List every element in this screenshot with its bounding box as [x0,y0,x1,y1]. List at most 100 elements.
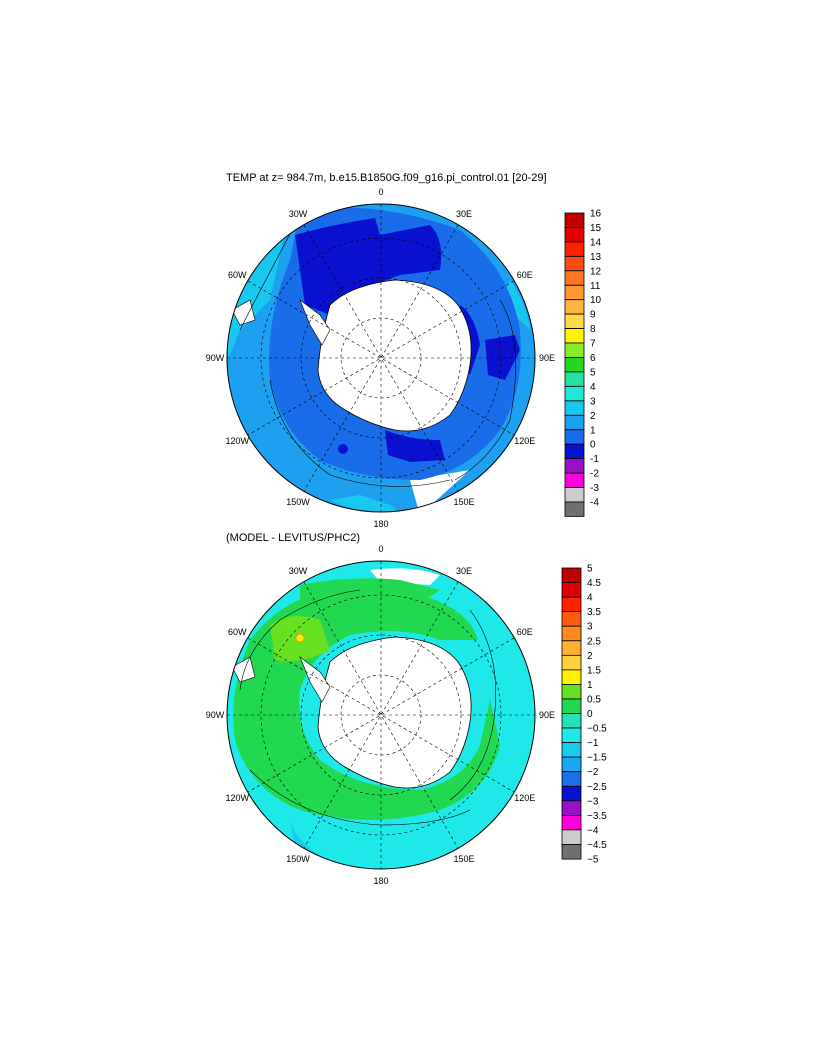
map1-colorbar-swatch [564,299,585,315]
map2-colorbar-label: 1.5 [587,665,601,676]
map1-colorbar-swatch [564,429,585,445]
map2-lon-label: 30E [456,566,472,576]
map2-colorbar-label: 3.5 [587,607,601,618]
map1-colorbar-swatch [564,458,585,474]
map1-colorbar-label: 14 [590,237,602,248]
map2-colorbar-swatch [561,582,582,598]
map1-colorbar-swatch [564,255,585,272]
map1-colorbar-swatch [564,313,585,329]
map1-colorbar-label: 0 [590,440,596,451]
map1-lon-label: 90E [539,353,555,363]
map1-colorbar-swatch [564,400,585,416]
map2-colorbar-swatch [561,654,582,671]
map2-colorbar-label: −4 [587,825,599,836]
map2-colorbar-swatch [561,727,582,744]
map2-colorbar-swatch [561,698,582,715]
map2-colorbar-swatch [561,771,582,787]
map1-lon-label: 30W [289,209,308,219]
map2-lon-label: 60E [517,627,533,637]
map1-lon-label: 120E [514,436,535,446]
map2-colorbar-label: 3 [587,622,593,633]
map1-colorbar-swatch [564,443,585,460]
map1-colorbar-swatch [564,284,585,301]
map2-colorbar-swatch [561,640,582,656]
map1-polar-plot: 0 30E 60E 90E 120E 150E 180 150W 120W 90W 60W 30W [206,187,555,529]
map2-colorbar-label: 1 [587,680,593,691]
map2-colorbar-swatch [561,800,582,816]
map1-colorbar-label: 11 [590,281,601,292]
map2-colorbar-swatch [561,829,582,845]
map1-colorbar-swatch [564,501,585,517]
map2-lon-label: 150E [453,854,474,864]
map1-colorbar-label: -2 [590,469,599,480]
map2-lon-label: 180 [373,876,388,886]
map1-lon-label: 60E [517,270,533,280]
map1-colorbar-swatch [564,212,585,228]
map2-colorbar-swatch [561,611,582,627]
map2-colorbar-label: −4.5 [587,840,607,851]
map1-lon-label: 150E [453,497,474,507]
map1-colorbar-label: 16 [590,209,602,220]
map1-colorbar-swatch [564,270,585,286]
map2-colorbar-swatch [561,785,582,802]
map2-polar-plot: 0 30E 60E 90E 120E 150E 180 150W 120W 90W 60W 30W [206,544,555,886]
map1-colorbar-label: 9 [590,310,596,321]
map1-colorbar-swatch [564,371,585,387]
map2-colorbar-label: −2.5 [587,782,607,793]
map2-lon-label: 120E [514,793,535,803]
map1-lon-label: 150W [286,497,310,507]
map2-lon-label: 150W [286,854,310,864]
map1-colorbar-label: 4 [590,382,596,393]
map2-colorbar-label: −1.5 [587,753,607,764]
map2-lon-label: 30W [289,566,308,576]
map1-colorbar-swatch [564,357,585,373]
map1-colorbar-label: -3 [590,483,599,494]
map2-colorbar-label: −5 [587,855,599,866]
map1-colorbar-swatch [564,414,585,431]
map1-lon-label: 30E [456,209,472,219]
map2-colorbar-label: 0.5 [587,695,601,706]
map1-colorbar-label: 3 [590,396,596,407]
map1-colorbar-swatch [564,487,585,503]
map2-colorbar-label: 2 [587,651,593,662]
map2-lon-label: 90W [206,710,225,720]
map2-colorbar-label: 0 [587,709,593,720]
map2-colorbar-swatch [561,844,582,860]
map1-colorbar-label: 1 [590,425,596,436]
map1-colorbar-swatch [564,342,585,358]
map2-title: (MODEL - LEVITUS/PHC2) [226,532,361,544]
map2-colorbar-swatch [561,596,582,613]
map1-colorbar-label: 7 [590,339,596,350]
map2-colorbar-swatch [561,684,582,700]
map1-colorbar-label: 15 [590,223,602,234]
map2-lon-label: 120W [225,793,249,803]
map2-colorbar-label: −1 [587,738,599,749]
map2-colorbar-label: −2 [587,767,599,778]
map1-lon-label: 90W [206,353,225,363]
map1-colorbar-label: 6 [590,353,596,364]
map2-colorbar-swatch [561,713,582,729]
map1-lon-label: 60W [228,270,247,280]
map2-colorbar-label: −3.5 [587,811,607,822]
map1-colorbar-label: 8 [590,324,596,335]
map2-colorbar-label: 2.5 [587,636,601,647]
map1-colorbar-label: 12 [590,266,602,277]
map1-colorbar-label: -4 [590,498,599,509]
map1-colorbar-swatch [564,241,585,257]
map2-colorbar-swatch [561,742,582,758]
map1-colorbar-swatch [564,226,585,243]
map1-colorbar-label: 10 [590,295,602,306]
map1-lon-label: 120W [225,436,249,446]
map2-colorbar-swatch [561,625,582,642]
map2-colorbar-swatch [561,567,582,584]
map1-colorbar-label: 5 [590,367,596,378]
map2-lon-label: 90E [539,710,555,720]
map2-lon-label: 60W [228,627,247,637]
map2-colorbar-label: −3 [587,796,599,807]
map2-colorbar-label: 4.5 [587,578,601,589]
map1-colorbar-label: 13 [590,252,602,263]
map2-colorbar-swatch [561,669,582,685]
map2-colorbar-swatch [561,815,582,831]
